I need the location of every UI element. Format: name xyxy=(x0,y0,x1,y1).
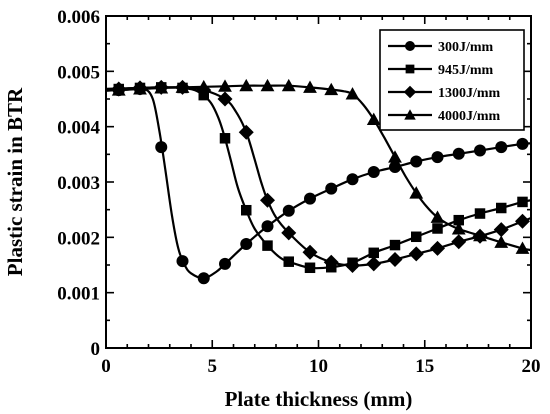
x-tick-label: 0 xyxy=(101,356,111,377)
data-point-triangle xyxy=(409,186,424,199)
data-point-square xyxy=(389,239,401,251)
data-point-circle xyxy=(516,137,529,150)
data-point-diamond xyxy=(451,234,467,250)
data-point-square xyxy=(219,133,231,144)
series-triangle xyxy=(105,78,532,254)
data-point-triangle xyxy=(218,79,232,92)
data-point-circle xyxy=(240,237,253,250)
data-point-square xyxy=(405,64,415,74)
data-point-diamond xyxy=(260,192,275,208)
data-point-square xyxy=(432,223,443,234)
legend-label: 4000J/mm xyxy=(438,109,501,124)
x-axis-label: Plate thickness (mm) xyxy=(225,387,413,411)
data-point-diamond xyxy=(403,85,417,99)
data-point-circle xyxy=(410,155,423,168)
data-point-circle xyxy=(325,182,338,195)
data-point-square xyxy=(517,196,528,208)
legend-entry: 1300J/mm xyxy=(388,85,501,101)
data-point-diamond xyxy=(281,225,297,241)
data-point-triangle xyxy=(430,210,445,223)
legend-label: 1300J/mm xyxy=(438,86,501,101)
data-point-square xyxy=(474,208,486,219)
data-point-circle xyxy=(431,151,444,164)
y-tick-label: 0.001 xyxy=(57,284,100,305)
data-point-diamond xyxy=(408,246,424,262)
data-point-triangle xyxy=(111,83,126,96)
data-point-diamond xyxy=(238,124,254,140)
data-point-square xyxy=(304,262,316,274)
data-point-triangle xyxy=(303,80,317,93)
data-point-circle xyxy=(155,141,168,154)
data-point-diamond xyxy=(345,258,360,274)
y-tick-label: 0.005 xyxy=(57,62,100,83)
data-point-triangle xyxy=(473,228,487,242)
data-point-triangle xyxy=(260,78,275,92)
data-point-triangle xyxy=(404,109,416,120)
data-point-triangle xyxy=(154,81,169,94)
y-tick-label: 0 xyxy=(91,339,101,360)
legend-entry: 945J/mm xyxy=(388,63,494,78)
y-tick-label: 0.004 xyxy=(57,118,100,139)
x-tick-label: 20 xyxy=(522,356,541,377)
y-tick-label: 0.003 xyxy=(57,173,100,194)
data-point-circle xyxy=(282,204,295,217)
data-point-circle xyxy=(176,255,189,268)
data-point-square xyxy=(496,202,507,214)
data-point-diamond xyxy=(217,91,233,107)
data-point-circle xyxy=(197,272,210,285)
x-tick-label: 10 xyxy=(309,356,328,377)
data-point-triangle xyxy=(451,222,466,235)
data-point-diamond xyxy=(387,251,403,267)
data-point-circle xyxy=(304,192,316,205)
data-point-triangle xyxy=(345,87,360,100)
legend-entry: 300J/mm xyxy=(388,40,494,55)
data-point-square xyxy=(453,214,464,226)
data-point-triangle xyxy=(239,78,254,92)
data-point-triangle xyxy=(388,150,402,163)
y-tick-label: 0.006 xyxy=(57,7,100,28)
legend-label: 300J/mm xyxy=(438,40,494,55)
x-tick-label: 15 xyxy=(415,356,434,377)
data-point-diamond xyxy=(493,222,509,238)
series-layer xyxy=(105,78,532,285)
data-point-circle xyxy=(219,257,231,270)
data-point-square xyxy=(368,247,379,259)
data-point-triangle xyxy=(324,82,339,96)
data-point-diamond xyxy=(323,254,339,270)
data-point-square xyxy=(411,231,422,243)
data-point-circle xyxy=(452,147,465,160)
data-point-diamond xyxy=(515,213,530,229)
legend: 300J/mm 945J/mm 1300J/mm 4000J/mm xyxy=(379,29,525,131)
data-point-circle xyxy=(474,144,486,157)
data-point-triangle xyxy=(281,78,296,92)
x-tick-label: 5 xyxy=(208,356,218,377)
ticks-layer: 0 5 10 15 20 0 0.001 0.002 0.003 0.004 0.005 0.006 xyxy=(57,7,540,377)
data-point-circle xyxy=(346,173,359,186)
data-point-triangle xyxy=(515,241,530,254)
data-point-triangle xyxy=(494,235,509,248)
data-point-diamond xyxy=(366,256,382,272)
legend-label: 945J/mm xyxy=(438,63,494,78)
series-circle xyxy=(105,83,532,285)
series-line xyxy=(105,84,532,252)
data-point-circle xyxy=(405,41,415,51)
y-tick-label: 0.002 xyxy=(57,228,100,249)
data-point-circle xyxy=(367,166,380,179)
data-point-triangle xyxy=(133,82,147,95)
data-point-square xyxy=(262,240,273,251)
data-point-circle xyxy=(495,141,508,154)
data-point-square xyxy=(241,204,252,216)
legend-entry: 4000J/mm xyxy=(388,109,501,124)
data-point-diamond xyxy=(302,244,318,260)
data-point-triangle xyxy=(366,112,381,125)
data-point-square xyxy=(283,256,294,267)
y-axis-label: Plastic strain in BTR xyxy=(3,87,27,276)
data-point-triangle xyxy=(175,80,190,93)
data-point-circle xyxy=(261,220,274,233)
data-point-triangle xyxy=(196,79,211,93)
data-point-diamond xyxy=(430,240,445,256)
